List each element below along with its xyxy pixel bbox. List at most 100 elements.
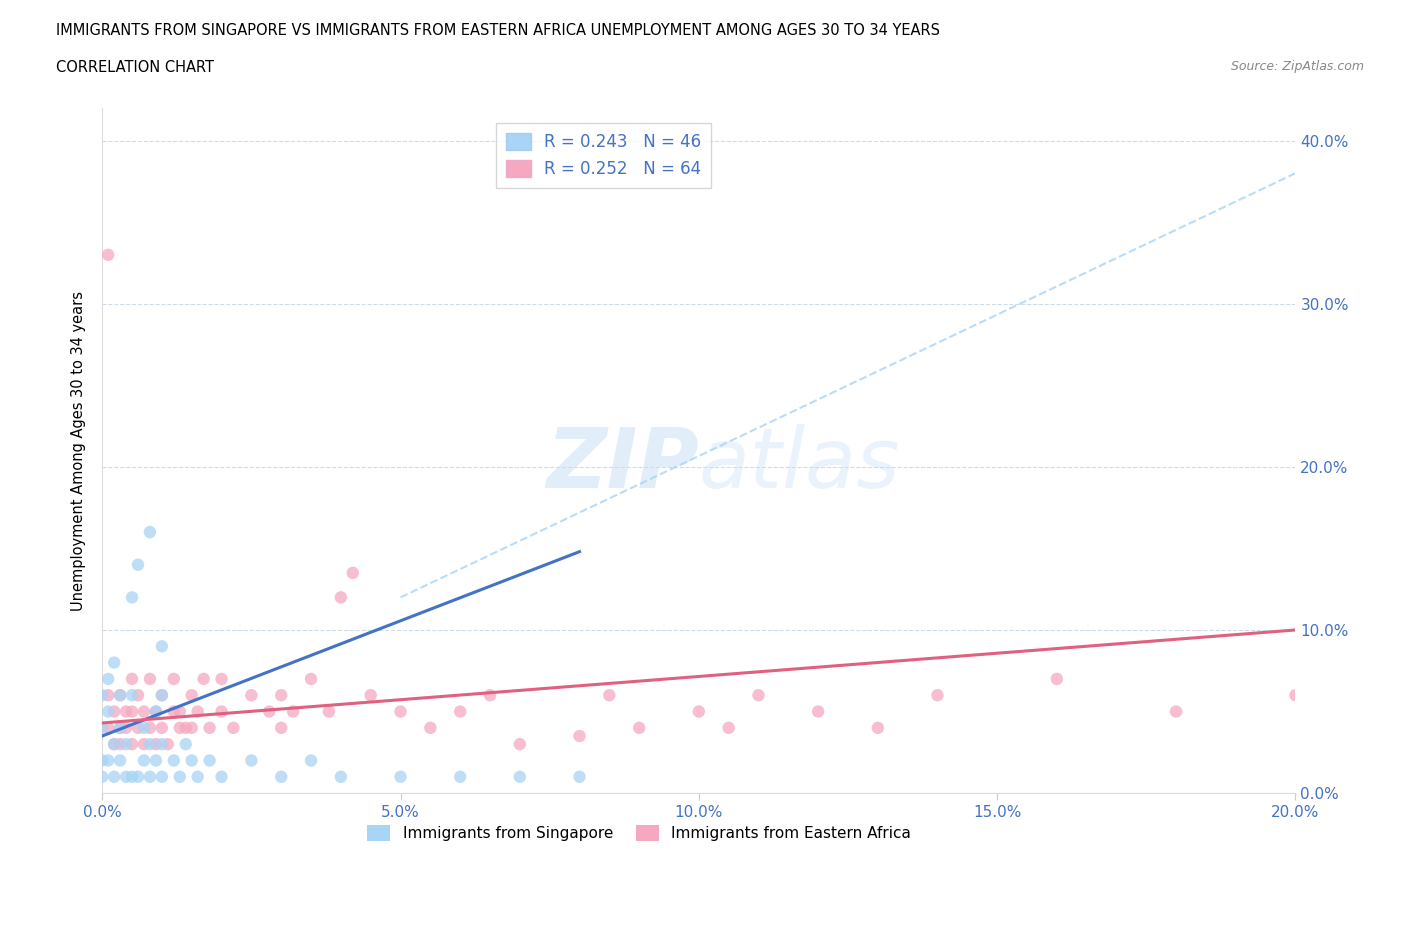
Point [270,769,292,784]
Point [145,753,167,768]
Point [127,721,149,736]
Point [1284,688,1306,703]
Point [108,721,131,736]
Point [103,769,125,784]
Point [108,737,131,751]
Point [108,688,131,703]
Point [211,704,233,719]
Point [329,590,352,604]
Text: IMMIGRANTS FROM SINGAPORE VS IMMIGRANTS FROM EASTERN AFRICA UNEMPLOYMENT AMONG A: IMMIGRANTS FROM SINGAPORE VS IMMIGRANTS … [56,23,941,38]
Point [270,721,292,736]
Point [222,721,245,736]
Point [299,671,322,686]
Point [139,671,162,686]
Point [270,688,292,703]
Point [927,688,949,703]
Point [127,769,149,784]
Point [688,704,710,719]
Point [150,769,173,784]
Text: ZIP: ZIP [546,424,699,505]
Point [509,769,531,784]
Point [568,769,591,784]
Point [169,721,191,736]
Point [211,769,233,784]
Point [139,525,162,539]
Point [568,728,591,743]
Point [174,721,197,736]
Point [329,769,352,784]
Point [169,769,191,784]
Point [132,721,155,736]
Point [717,721,740,736]
Point [180,721,202,736]
Point [121,769,143,784]
Point [150,688,173,703]
Point [127,557,149,572]
Point [145,737,167,751]
Point [628,721,651,736]
Point [97,721,120,736]
Point [1166,704,1188,719]
Point [389,704,412,719]
Point [419,721,441,736]
Point [163,753,186,768]
Point [132,704,155,719]
Point [132,737,155,751]
Point [150,688,173,703]
Legend: Immigrants from Singapore, Immigrants from Eastern Africa: Immigrants from Singapore, Immigrants fr… [361,819,917,847]
Point [121,688,143,703]
Point [211,671,233,686]
Point [187,704,209,719]
Point [97,704,120,719]
Point [389,769,412,784]
Point [866,721,889,736]
Point [1046,671,1069,686]
Point [139,721,162,736]
Y-axis label: Unemployment Among Ages 30 to 34 years: Unemployment Among Ages 30 to 34 years [72,290,86,610]
Point [180,753,202,768]
Point [145,704,167,719]
Point [174,737,197,751]
Point [156,737,179,751]
Point [108,688,131,703]
Point [198,721,221,736]
Point [479,688,502,703]
Point [342,565,364,580]
Point [121,590,143,604]
Point [449,769,471,784]
Point [145,704,167,719]
Point [807,704,830,719]
Point [91,688,114,703]
Point [318,704,340,719]
Point [180,688,202,703]
Point [91,769,114,784]
Point [91,721,114,736]
Text: Source: ZipAtlas.com: Source: ZipAtlas.com [1230,60,1364,73]
Point [103,737,125,751]
Point [509,737,531,751]
Point [163,671,186,686]
Point [139,769,162,784]
Point [163,704,186,719]
Point [747,688,769,703]
Point [121,737,143,751]
Point [299,753,322,768]
Point [360,688,382,703]
Point [187,769,209,784]
Point [150,639,173,654]
Point [115,769,138,784]
Point [449,704,471,719]
Point [121,704,143,719]
Point [240,753,263,768]
Point [150,721,173,736]
Point [598,688,620,703]
Point [115,704,138,719]
Point [108,721,131,736]
Point [103,704,125,719]
Point [240,688,263,703]
Point [91,753,114,768]
Point [127,688,149,703]
Point [150,737,173,751]
Point [259,704,281,719]
Point [121,671,143,686]
